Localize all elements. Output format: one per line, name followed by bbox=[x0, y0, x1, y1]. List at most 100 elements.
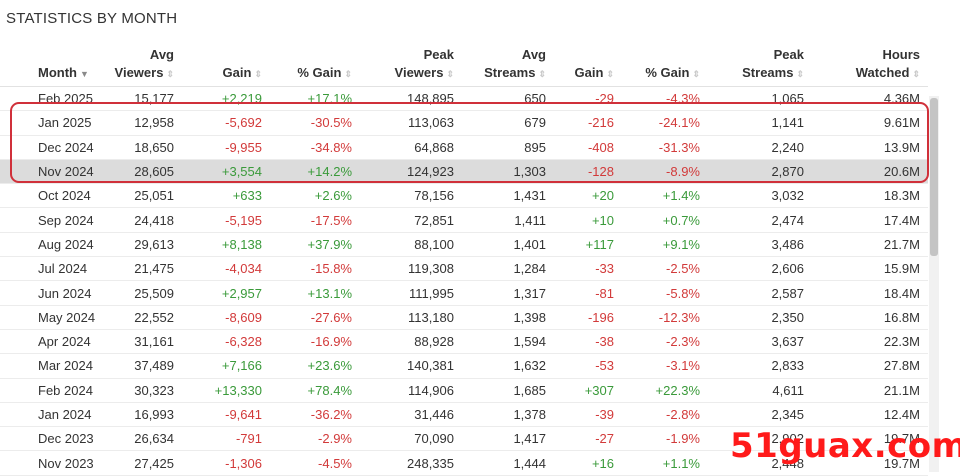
cell-viewers-gain: +13,330 bbox=[182, 378, 270, 403]
cell-avg-streams: 1,417 bbox=[462, 426, 554, 452]
sort-icon[interactable]: ⇕ bbox=[166, 69, 174, 79]
cell-month: Jul 2024 bbox=[0, 256, 100, 282]
sort-icon[interactable]: ⇕ bbox=[692, 69, 700, 79]
cell-streams-gain: -216 bbox=[554, 110, 622, 136]
column-header-month[interactable]: Month ▼ bbox=[0, 40, 100, 87]
column-header-line2: Viewers bbox=[394, 65, 444, 80]
cell-peak-viewers: 111,995 bbox=[360, 280, 462, 306]
cell-streams-pct-gain: -12.3% bbox=[622, 305, 708, 330]
cell-peak-viewers: 78,156 bbox=[360, 183, 462, 209]
table-body: Feb 2025 15,177 +2,219 +17.1% 148,895 650 -29-… bbox=[0, 86, 928, 476]
stats-table-container: Month ▼ Avg Viewers ⇕ Gain ⇕% Gain ⇕ Peak Viewers… bbox=[0, 40, 960, 476]
column-header-line2: Gain bbox=[574, 65, 604, 80]
sort-icon[interactable]: ⇕ bbox=[538, 69, 546, 79]
cell-avg-viewers: 30,323 bbox=[100, 378, 182, 403]
cell-month: Apr 2024 bbox=[0, 329, 100, 355]
column-header-avg-viewers[interactable]: Avg Viewers ⇕ bbox=[100, 40, 182, 87]
table-row: Dec 2024 18,650 -9,955 -34.8% 64,868 895 -408-… bbox=[0, 135, 928, 160]
cell-viewers-pct-gain: +2.6% bbox=[270, 183, 360, 209]
cell-avg-streams: 895 bbox=[462, 135, 554, 160]
cell-viewers-gain: -6,328 bbox=[182, 329, 270, 355]
cell-viewers-pct-gain: -17.5% bbox=[270, 207, 360, 233]
cell-avg-viewers: 16,993 bbox=[100, 402, 182, 428]
cell-avg-streams: 1,378 bbox=[462, 402, 554, 428]
cell-peak-viewers: 88,928 bbox=[360, 329, 462, 355]
cell-month: Oct 2024 bbox=[0, 183, 100, 209]
cell-viewers-gain: +2,219 bbox=[182, 86, 270, 112]
cell-avg-streams: 1,411 bbox=[462, 207, 554, 233]
cell-peak-streams: 1,141 bbox=[708, 110, 812, 136]
cell-streams-gain: +117 bbox=[554, 232, 622, 258]
table-row: Apr 2024 31,161 -6,328 -16.9% 88,928 1,594 -38… bbox=[0, 329, 928, 355]
column-header-viewers-pct-gain[interactable]: % Gain ⇕ bbox=[270, 40, 360, 87]
cell-viewers-pct-gain: -36.2% bbox=[270, 402, 360, 428]
cell-streams-pct-gain: -24.1% bbox=[622, 110, 708, 136]
cell-viewers-pct-gain: +13.1% bbox=[270, 280, 360, 306]
cell-hours-watched: 4.36M bbox=[812, 86, 928, 112]
column-header-line2: Viewers bbox=[114, 65, 164, 80]
cell-streams-pct-gain: +9.1% bbox=[622, 232, 708, 258]
column-header-streams-pct-gain[interactable]: % Gain ⇕ bbox=[622, 40, 708, 87]
cell-hours-watched: 20.6M bbox=[812, 159, 928, 185]
cell-avg-streams: 1,685 bbox=[462, 378, 554, 403]
column-header-hours-watched[interactable]: Hours Watched ⇕ bbox=[812, 40, 928, 87]
sort-icon[interactable]: ⇕ bbox=[344, 69, 352, 79]
column-header-line2: Streams bbox=[742, 65, 794, 80]
cell-peak-viewers: 70,090 bbox=[360, 426, 462, 452]
sort-icon[interactable]: ⇕ bbox=[796, 69, 804, 79]
cell-hours-watched: 19.7M bbox=[812, 426, 928, 452]
sort-icon[interactable]: ⇕ bbox=[446, 69, 454, 79]
cell-peak-streams: 1,065 bbox=[708, 86, 812, 112]
cell-viewers-pct-gain: +23.6% bbox=[270, 353, 360, 379]
column-header-streams-gain[interactable]: Gain ⇕ bbox=[554, 40, 622, 87]
column-header-peak-viewers[interactable]: Peak Viewers ⇕ bbox=[360, 40, 462, 87]
cell-peak-streams: 2,474 bbox=[708, 207, 812, 233]
cell-hours-watched: 22.3M bbox=[812, 329, 928, 355]
sort-icon[interactable]: ⇕ bbox=[912, 69, 920, 79]
cell-viewers-pct-gain: -16.9% bbox=[270, 329, 360, 355]
cell-viewers-pct-gain: -15.8% bbox=[270, 256, 360, 282]
column-header-viewers-gain[interactable]: Gain ⇕ bbox=[182, 40, 270, 87]
cell-peak-viewers: 31,446 bbox=[360, 402, 462, 428]
cell-avg-streams: 1,401 bbox=[462, 232, 554, 258]
scrollbar-thumb[interactable] bbox=[930, 98, 938, 256]
cell-avg-streams: 679 bbox=[462, 110, 554, 136]
cell-avg-viewers: 31,161 bbox=[100, 329, 182, 355]
vertical-scrollbar[interactable] bbox=[929, 96, 939, 472]
cell-avg-streams: 1,303 bbox=[462, 159, 554, 185]
table-row: Feb 2025 15,177 +2,219 +17.1% 148,895 650 -29-… bbox=[0, 86, 928, 112]
cell-peak-streams: 3,637 bbox=[708, 329, 812, 355]
column-header-line1: Avg bbox=[521, 47, 546, 62]
sort-icon[interactable]: ⇕ bbox=[606, 69, 614, 79]
column-header-peak-streams[interactable]: Peak Streams ⇕ bbox=[708, 40, 812, 87]
cell-avg-viewers: 24,418 bbox=[100, 207, 182, 233]
cell-viewers-gain: +8,138 bbox=[182, 232, 270, 258]
cell-month: Mar 2024 bbox=[0, 353, 100, 379]
cell-hours-watched: 9.61M bbox=[812, 110, 928, 136]
column-header-line2: Gain bbox=[222, 65, 252, 80]
column-header-line2: Month bbox=[38, 65, 77, 80]
column-header-line1: Peak bbox=[423, 47, 454, 62]
cell-streams-pct-gain: -31.3% bbox=[622, 135, 708, 160]
cell-streams-gain: -53 bbox=[554, 353, 622, 379]
cell-month: Sep 2024 bbox=[0, 207, 100, 233]
column-header-line1: Hours bbox=[882, 47, 920, 62]
cell-viewers-gain: -5,692 bbox=[182, 110, 270, 136]
cell-peak-viewers: 124,923 bbox=[360, 159, 462, 185]
cell-avg-streams: 1,594 bbox=[462, 329, 554, 355]
cell-streams-pct-gain: -5.8% bbox=[622, 280, 708, 306]
cell-viewers-pct-gain: -34.8% bbox=[270, 135, 360, 160]
cell-avg-streams: 650 bbox=[462, 86, 554, 112]
sort-icon[interactable]: ⇕ bbox=[254, 69, 262, 79]
column-header-avg-streams[interactable]: Avg Streams ⇕ bbox=[462, 40, 554, 87]
cell-viewers-pct-gain: +17.1% bbox=[270, 86, 360, 112]
table-row: Jan 2025 12,958 -5,692 -30.5% 113,063 679 -216… bbox=[0, 110, 928, 136]
table-row: May 2024 22,552 -8,609 -27.6% 113,180 1,398 -1… bbox=[0, 305, 928, 330]
column-header-line2: % Gain bbox=[645, 65, 690, 80]
cell-avg-streams: 1,431 bbox=[462, 183, 554, 209]
cell-streams-gain: +20 bbox=[554, 183, 622, 209]
cell-viewers-gain: -8,609 bbox=[182, 305, 270, 330]
cell-viewers-gain: +633 bbox=[182, 183, 270, 209]
sort-descending-icon[interactable]: ▼ bbox=[79, 69, 89, 79]
cell-peak-streams: 2,870 bbox=[708, 159, 812, 185]
